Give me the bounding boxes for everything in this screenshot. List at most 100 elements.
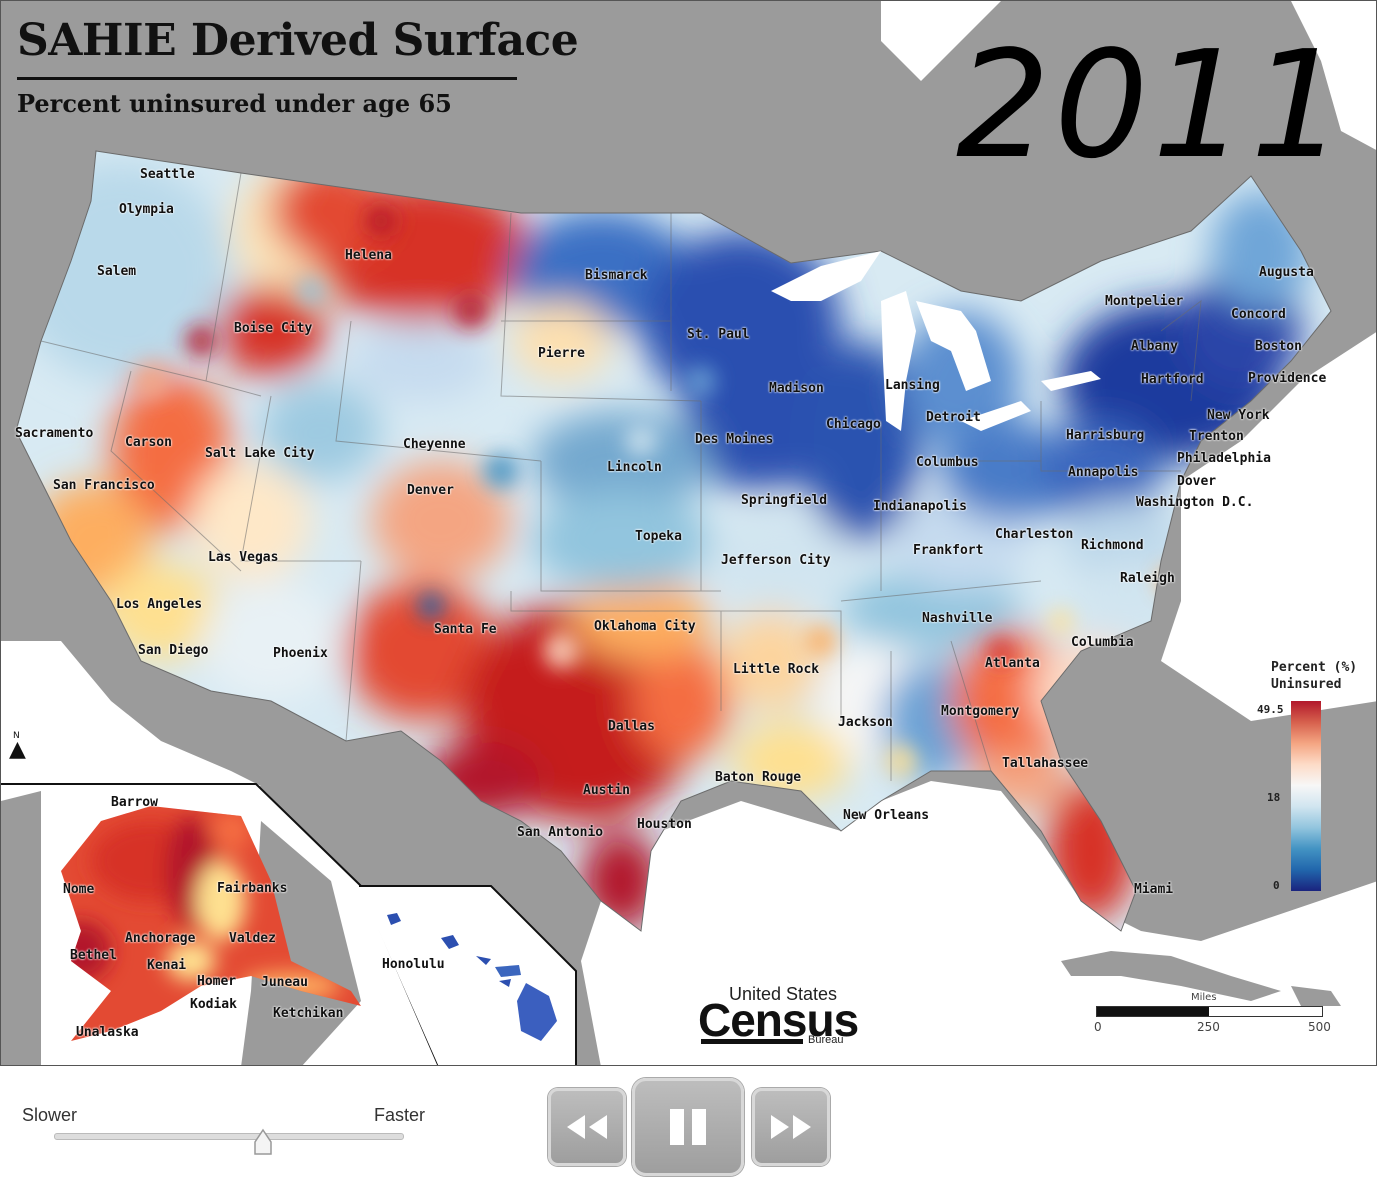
- pause-button[interactable]: [632, 1078, 744, 1176]
- map-title: SAHIE Derived Surface: [17, 15, 579, 66]
- city-label-new-york: New York: [1207, 408, 1270, 423]
- city-label-springfield: Springfield: [741, 493, 828, 508]
- city-label-anchorage: Anchorage: [125, 931, 196, 946]
- city-label-philadelphia: Philadelphia: [1177, 451, 1271, 466]
- rewind-button[interactable]: [548, 1088, 626, 1166]
- city-label-homer: Homer: [197, 974, 237, 989]
- city-label-pierre: Pierre: [538, 346, 585, 361]
- city-label-boise-city: Boise City: [234, 321, 313, 336]
- city-label-harrisburg: Harrisburg: [1066, 428, 1145, 443]
- city-label-kenai: Kenai: [147, 958, 187, 973]
- city-label-atlanta: Atlanta: [985, 656, 1040, 671]
- city-label-chicago: Chicago: [826, 417, 881, 432]
- speed-slider-track[interactable]: [54, 1133, 404, 1140]
- city-label-las-vegas: Las Vegas: [208, 550, 279, 565]
- legend-min: 0: [1273, 879, 1280, 892]
- city-label-little-rock: Little Rock: [733, 662, 820, 677]
- north-arrow-icon: ▲: [9, 737, 26, 762]
- census-logo-top: United States: [729, 984, 838, 1004]
- city-label-denver: Denver: [407, 483, 454, 498]
- city-label-providence: Providence: [1248, 371, 1327, 386]
- city-label-seattle: Seattle: [140, 167, 195, 182]
- city-label-salem: Salem: [97, 264, 137, 279]
- slower-label: Slower: [22, 1105, 78, 1125]
- map-graphic: [1, 1, 1376, 1065]
- city-label-juneau: Juneau: [261, 975, 308, 990]
- city-label-miami: Miami: [1134, 882, 1174, 897]
- city-label-baton-rouge: Baton Rouge: [715, 770, 802, 785]
- city-label-richmond: Richmond: [1081, 538, 1144, 553]
- scale-tick-1: 250: [1197, 1020, 1220, 1034]
- city-label-bismarck: Bismarck: [585, 268, 648, 283]
- city-label-bethel: Bethel: [70, 948, 117, 963]
- city-label-austin: Austin: [583, 783, 630, 798]
- city-label-lincoln: Lincoln: [607, 460, 662, 475]
- city-label-olympia: Olympia: [119, 202, 174, 217]
- faster-label: Faster: [374, 1105, 426, 1125]
- city-label-ketchikan: Ketchikan: [273, 1006, 344, 1021]
- city-label-barrow: Barrow: [111, 795, 158, 810]
- city-label-honolulu: Honolulu: [382, 957, 445, 972]
- city-label-jefferson-city: Jefferson City: [721, 553, 831, 568]
- city-label-hartford: Hartford: [1141, 372, 1204, 387]
- fast-forward-icon: [771, 1115, 811, 1139]
- city-label-oklahoma-city: Oklahoma City: [594, 619, 696, 634]
- fast-forward-button[interactable]: [752, 1088, 830, 1166]
- city-label-trenton: Trenton: [1189, 429, 1244, 444]
- year-label: 2011: [956, 19, 1349, 191]
- city-label-frankfort: Frankfort: [913, 543, 984, 558]
- city-label-montgomery: Montgomery: [941, 704, 1020, 719]
- city-label-unalaska: Unalaska: [76, 1025, 139, 1040]
- census-logo-rule: [701, 1039, 803, 1044]
- city-label-nashville: Nashville: [922, 611, 993, 626]
- city-label-lansing: Lansing: [885, 378, 940, 393]
- city-label-des-moines: Des Moines: [695, 432, 774, 447]
- pause-icon: [670, 1109, 706, 1145]
- legend-title-line2: Uninsured: [1271, 677, 1342, 692]
- city-label-columbus: Columbus: [916, 455, 979, 470]
- city-label-kodiak: Kodiak: [190, 997, 237, 1012]
- city-label-nome: Nome: [63, 882, 95, 897]
- city-label-montpelier: Montpelier: [1105, 294, 1184, 309]
- city-label-detroit: Detroit: [926, 410, 981, 425]
- legend-max: 49.5: [1257, 703, 1284, 716]
- scale-bar-black: [1097, 1007, 1209, 1016]
- city-label-annapolis: Annapolis: [1068, 465, 1139, 480]
- city-label-columbia: Columbia: [1071, 635, 1134, 650]
- census-logo-bottom: Bureau: [808, 1034, 844, 1046]
- city-label-madison: Madison: [769, 381, 824, 396]
- city-label-carson: Carson: [125, 435, 172, 450]
- city-label-los-angeles: Los Angeles: [116, 597, 203, 612]
- city-label-fairbanks: Fairbanks: [217, 881, 288, 896]
- city-label-san-antonio: San Antonio: [517, 825, 604, 840]
- city-label-topeka: Topeka: [635, 529, 682, 544]
- city-label-indianapolis: Indianapolis: [873, 499, 967, 514]
- scale-tick-0: 0: [1094, 1020, 1102, 1034]
- city-label-santa-fe: Santa Fe: [434, 622, 497, 637]
- uninsured-map: SAHIE Derived Surface Percent uninsured …: [0, 0, 1377, 1066]
- city-label-jackson: Jackson: [838, 715, 893, 730]
- city-label-salt-lake-city: Salt Lake City: [205, 446, 315, 461]
- map-subtitle: Percent uninsured under age 65: [17, 89, 452, 118]
- legend-title-line1: Percent (%): [1271, 660, 1358, 675]
- city-label-charleston: Charleston: [995, 527, 1074, 542]
- legend-mid: 18: [1267, 791, 1281, 804]
- scale-unit: Miles: [1191, 992, 1217, 1003]
- city-label-boston: Boston: [1255, 339, 1302, 354]
- city-label-sacramento: Sacramento: [15, 426, 94, 441]
- scale-tick-2: 500: [1308, 1020, 1331, 1034]
- city-label-raleigh: Raleigh: [1120, 571, 1175, 586]
- city-label-tallahassee: Tallahassee: [1002, 756, 1089, 771]
- city-label-valdez: Valdez: [229, 931, 276, 946]
- city-label-cheyenne: Cheyenne: [403, 437, 466, 452]
- city-label-washington-d-c: Washington D.C.: [1136, 495, 1254, 510]
- city-label-dallas: Dallas: [608, 719, 655, 734]
- city-label-dover: Dover: [1177, 474, 1217, 489]
- city-label-san-diego: San Diego: [138, 643, 209, 658]
- north-arrow-label: N: [13, 731, 20, 741]
- city-label-albany: Albany: [1131, 339, 1178, 354]
- city-label-augusta: Augusta: [1259, 265, 1314, 280]
- scale-bar: [1096, 1006, 1323, 1017]
- city-label-st-paul: St. Paul: [687, 327, 750, 342]
- city-label-phoenix: Phoenix: [273, 646, 328, 661]
